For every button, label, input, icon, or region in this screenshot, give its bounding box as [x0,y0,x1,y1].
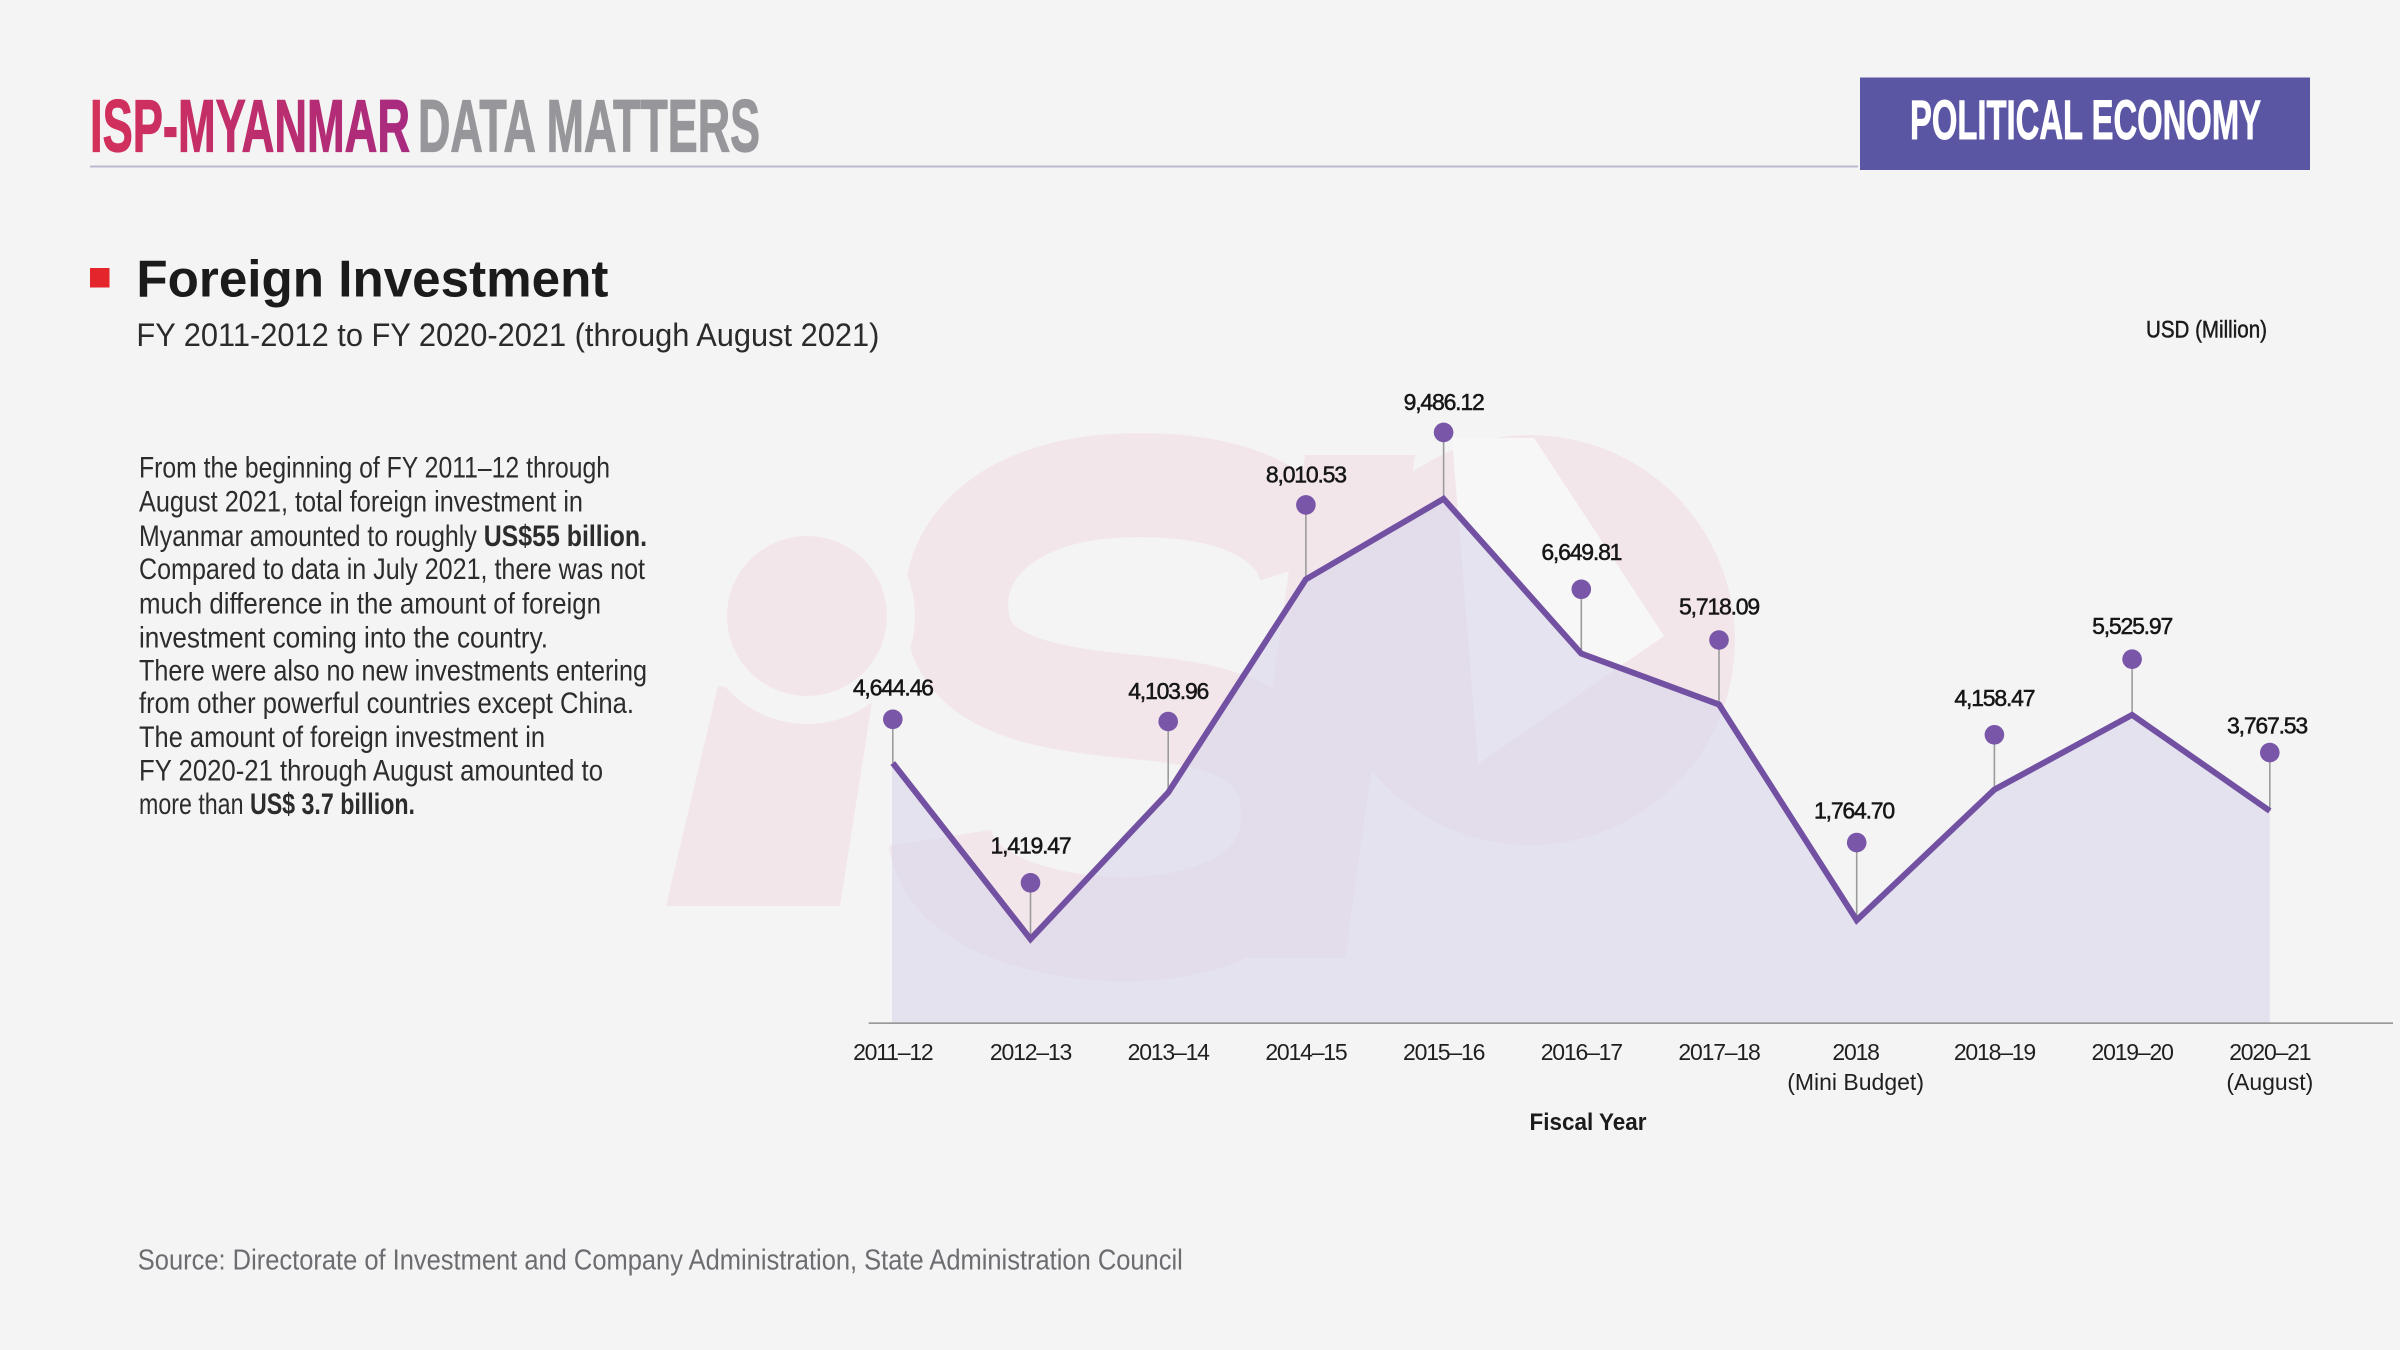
svg-text:ISP-MYANMAR: ISP-MYANMAR [90,85,410,168]
svg-text:2020–21: 2020–21 [2229,1039,2311,1065]
svg-text:5,718.09: 5,718.09 [1679,594,1759,620]
svg-text:POLITICAL ECONOMY: POLITICAL ECONOMY [1910,89,2261,151]
svg-text:8,010.53: 8,010.53 [1266,462,1346,488]
svg-text:FY 2020-21 through August amou: FY 2020-21 through August amounted to [139,755,603,788]
svg-text:There were also no new investm: There were also no new investments enter… [139,654,647,687]
svg-text:5,525.97: 5,525.97 [2092,613,2172,639]
svg-text:FY 2011-2012 to FY 2020-2021 (: FY 2011-2012 to FY 2020-2021 (through Au… [136,317,879,353]
svg-text:3,767.53: 3,767.53 [2227,713,2307,739]
svg-text:9,486.12: 9,486.12 [1404,389,1484,415]
svg-text:6,649.81: 6,649.81 [1541,539,1621,565]
svg-text:2011–12: 2011–12 [853,1039,933,1065]
svg-text:1,764.70: 1,764.70 [1814,798,1894,824]
svg-text:1,419.47: 1,419.47 [991,832,1071,858]
svg-text:4,158.47: 4,158.47 [1954,685,2034,711]
svg-text:2018: 2018 [1832,1039,1879,1065]
svg-text:DATA MATTERS: DATA MATTERS [418,85,760,168]
svg-text:2019–20: 2019–20 [2092,1039,2174,1065]
svg-text:2013–14: 2013–14 [1128,1039,1211,1065]
svg-text:more than US$ 3.7 billion.: more than US$ 3.7 billion. [139,788,415,821]
svg-text:Fiscal Year: Fiscal Year [1530,1109,1647,1136]
svg-text:4,644.46: 4,644.46 [853,675,933,701]
svg-text:August 2021, total foreign inv: August 2021, total foreign investment in [139,485,583,518]
svg-text:Source: Directorate of Investm: Source: Directorate of Investment and Co… [138,1245,1183,1277]
svg-text:4,103.96: 4,103.96 [1128,678,1208,704]
svg-text:2017–18: 2017–18 [1678,1039,1760,1065]
svg-text:2015–16: 2015–16 [1403,1039,1485,1065]
svg-text:Foreign Investment: Foreign Investment [136,251,608,309]
svg-text:(Mini Budget): (Mini Budget) [1787,1069,1924,1095]
svg-text:From the beginning of FY 2011–: From the beginning of FY 2011–12 through [139,452,610,485]
svg-text:2014–15: 2014–15 [1265,1039,1347,1065]
svg-text:from other powerful countries: from other powerful countries except Chi… [139,687,634,720]
svg-text:Myanmar amounted to roughly US: Myanmar amounted to roughly US$55 billio… [139,520,647,553]
svg-text:2016–17: 2016–17 [1541,1039,1623,1065]
svg-text:Compared to data in July 2021,: Compared to data in July 2021, there was… [139,553,646,586]
svg-text:The amount of foreign investme: The amount of foreign investment in [139,721,545,754]
svg-text:much difference in the amount: much difference in the amount of foreign [139,587,601,620]
svg-text:USD (Million): USD (Million) [2146,317,2267,344]
svg-text:2018–19: 2018–19 [1954,1039,2036,1065]
svg-text:(August): (August) [2226,1069,2313,1095]
svg-text:investment coming into the cou: investment coming into the country. [139,622,548,655]
svg-text:2012–13: 2012–13 [990,1039,1072,1065]
